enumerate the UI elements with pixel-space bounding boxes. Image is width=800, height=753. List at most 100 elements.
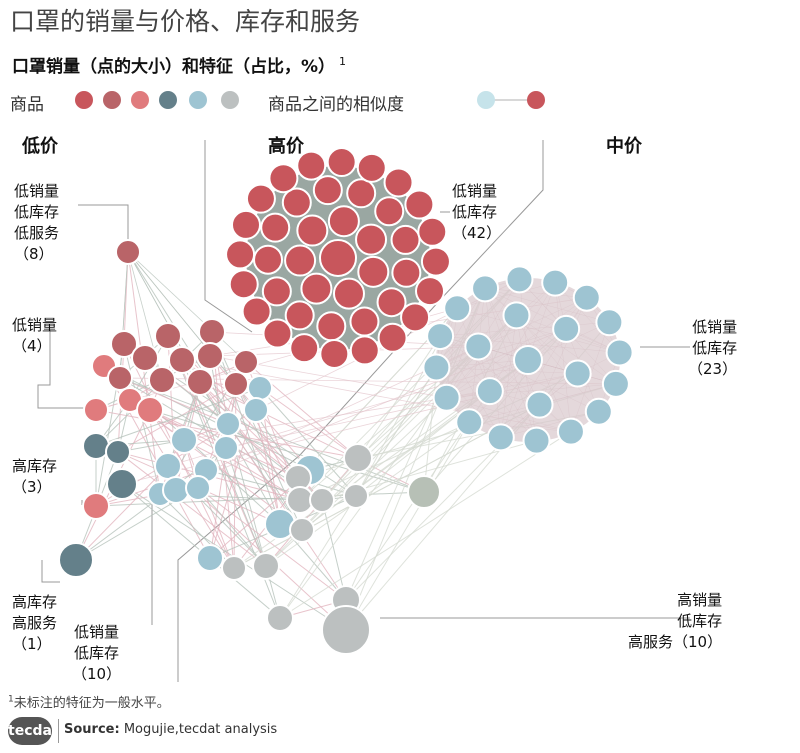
similarity-edge	[167, 381, 201, 467]
annotation-low-price-2: 低销量 （4）	[12, 316, 58, 355]
node-mid-price	[595, 308, 624, 337]
similarity-edge	[127, 251, 161, 495]
node-mid-price	[584, 397, 613, 426]
node-low-price	[170, 426, 198, 454]
similarity-edge	[259, 387, 357, 497]
annotation-low-price-3: 高库存 （3）	[12, 457, 58, 496]
page-title: 口罩的销量与价格、库存和服务	[10, 7, 361, 36]
legend-similarity-marker	[477, 91, 545, 109]
node-other	[343, 483, 369, 509]
node-high-price	[327, 205, 360, 238]
source-line: Source: Mogujie,tecdat analysis	[64, 722, 277, 737]
node-high-price	[261, 276, 292, 307]
node-high-price	[225, 239, 256, 270]
node-low-price	[162, 476, 190, 504]
annotation-bottom: 高销量 低库存 高服务（10）	[628, 591, 723, 651]
similarity-edge	[103, 365, 311, 471]
node-other	[407, 475, 441, 509]
node-low-price	[107, 365, 133, 391]
legend-products-label: 商品	[10, 95, 44, 115]
subtitle-text: 口罩销量（点的大小）和特征（占比，%）	[12, 57, 336, 77]
node-high-price	[415, 276, 446, 307]
node-high-price	[284, 300, 315, 331]
node-other	[289, 517, 315, 543]
node-low-price	[196, 342, 224, 370]
node-low-price	[83, 397, 109, 423]
annotation-high-price: 低销量 低库存 （42）	[452, 182, 502, 242]
node-high-price	[377, 322, 408, 353]
node-mid-price	[443, 294, 472, 323]
node-mid-price	[513, 345, 543, 375]
node-mid-price	[605, 338, 634, 367]
node-mid-price	[505, 265, 534, 294]
node-high-price	[262, 318, 293, 349]
node-low-price	[82, 492, 110, 520]
node-low-price	[223, 371, 249, 397]
node-low-price	[131, 344, 159, 372]
similarity-edge	[321, 499, 347, 601]
node-low-price	[233, 349, 259, 375]
similarity-edge	[95, 387, 261, 447]
node-high-price	[391, 257, 422, 288]
node-mid-price	[464, 332, 493, 361]
node-mid-price	[502, 301, 531, 330]
similarity-edge	[119, 377, 229, 425]
node-low-price	[105, 439, 131, 465]
node-other	[266, 604, 294, 632]
node-high-price	[268, 163, 299, 194]
annotation-low-price-4: 高库存 高服务 （1）	[12, 593, 58, 653]
node-mid-price	[486, 423, 515, 452]
node-other	[309, 487, 335, 513]
similarity-edge	[197, 487, 347, 601]
similarity-edge	[181, 359, 257, 411]
node-high-price	[332, 277, 365, 310]
node-high-price	[319, 239, 357, 277]
node-mid-price	[525, 390, 554, 419]
node-other	[221, 555, 247, 581]
similarity-edge	[199, 381, 425, 493]
node-mid-price	[556, 417, 585, 446]
node-low-price	[213, 435, 239, 461]
node-high-price	[260, 212, 291, 243]
node-high-price	[281, 187, 312, 218]
node-mid-price	[601, 369, 630, 398]
node-high-price	[326, 147, 357, 178]
node-other	[321, 605, 371, 655]
node-high-price	[400, 302, 431, 333]
node-mid-price	[432, 383, 461, 412]
node-mid-price	[475, 377, 504, 406]
similarity-edge	[183, 439, 301, 501]
node-mid-price	[426, 322, 455, 351]
node-mid-price	[572, 283, 601, 312]
similarity-edge	[117, 451, 267, 567]
node-low-price	[82, 432, 110, 460]
similarity-edge	[225, 447, 267, 567]
node-high-price	[296, 214, 329, 247]
node-mid-price	[422, 353, 451, 382]
node-mid-price	[522, 426, 551, 455]
node-low-price	[186, 368, 214, 396]
node-high-price	[420, 246, 451, 277]
node-high-price	[228, 269, 259, 300]
node-low-price	[154, 452, 182, 480]
node-high-price	[300, 272, 333, 305]
similarity-edge	[235, 383, 299, 479]
node-low-price	[243, 397, 269, 423]
node-high-price	[383, 167, 414, 198]
similarity-edge	[255, 409, 281, 525]
legend-marker-6	[221, 91, 239, 109]
similarity-edge	[279, 431, 572, 619]
node-low-price	[247, 375, 273, 401]
node-other	[343, 443, 373, 473]
node-mid-price	[552, 314, 581, 343]
similarity-edge	[199, 381, 281, 525]
legend-similarity-low	[477, 91, 495, 109]
tecdat-logo: tecdat	[8, 717, 59, 745]
node-high-price	[253, 244, 284, 275]
node-high-price	[319, 338, 350, 369]
node-other	[252, 552, 280, 580]
node-low-price	[106, 468, 138, 500]
cluster-high-price	[225, 147, 451, 369]
similarity-edge	[345, 422, 470, 631]
